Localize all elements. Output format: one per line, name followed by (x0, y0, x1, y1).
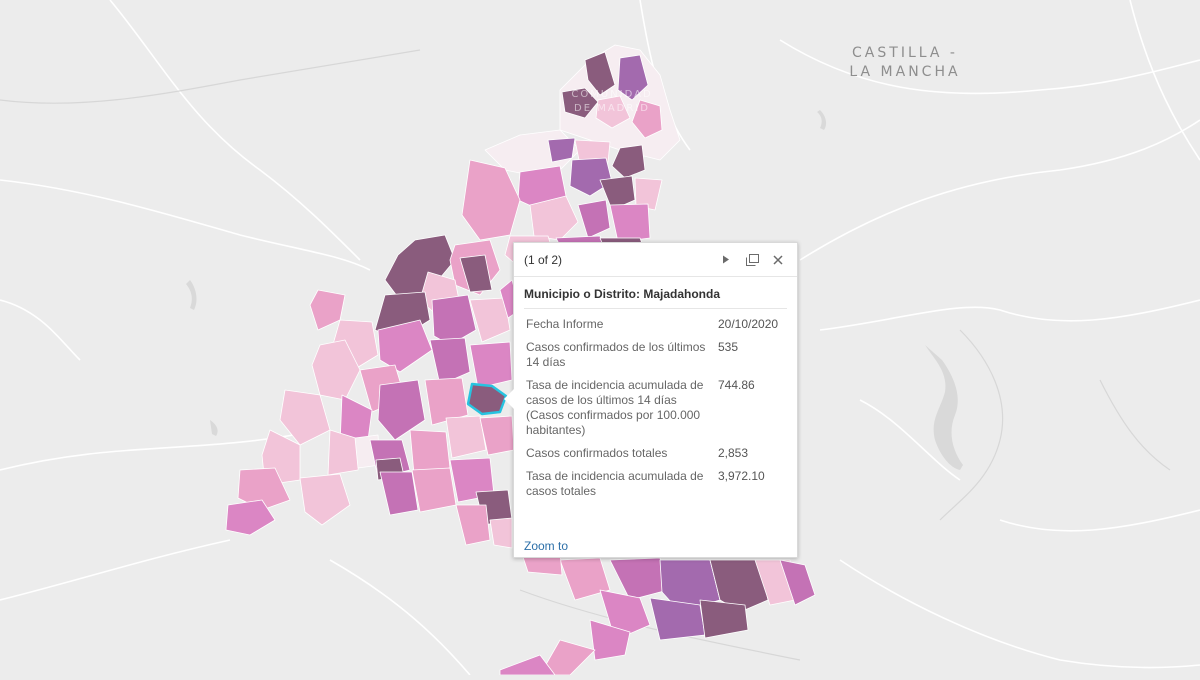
attribute-label: Tasa de incidencia acumulada de casos de… (526, 378, 704, 437)
attribute-row: Fecha Informe 20/10/2020 (524, 315, 787, 338)
popup-title: Municipio o Distrito: Majadahonda (524, 287, 787, 309)
selected-municipality (466, 382, 508, 416)
popup-pointer (504, 389, 514, 409)
attribute-value: 2,853 (718, 446, 749, 460)
feature-popup: (1 of 2) Municipio o Distrito: Majadahon… (504, 242, 798, 558)
region-label: CASTILLA - LA MANCHA (830, 44, 980, 82)
attribute-value: 3,972.10 (718, 469, 765, 483)
attribute-label: Casos confirmados totales (526, 446, 668, 460)
attribute-row: Tasa de incidencia acumulada de casos to… (524, 467, 787, 505)
attribute-label: Fecha Informe (526, 317, 604, 331)
attribute-row: Casos confirmados de los últimos 14 días… (524, 338, 787, 376)
play-icon[interactable] (717, 251, 735, 269)
region-label-line-1: CASTILLA - (852, 45, 958, 61)
municipality-polygons[interactable] (225, 44, 816, 676)
attribute-value: 744.86 (718, 378, 755, 392)
feature-count: (1 of 2) (524, 252, 563, 267)
basemap-borders (0, 49, 1171, 661)
watermark-line-1: COMUNIDAD (571, 89, 653, 100)
water-bodies (186, 110, 963, 470)
attribute-table: Fecha Informe 20/10/2020 Casos confirmad… (524, 315, 787, 505)
popup-header: (1 of 2) (514, 243, 797, 277)
dock-icon[interactable] (743, 251, 761, 269)
attribute-row: Tasa de incidencia acumulada de casos de… (524, 376, 787, 444)
attribute-label: Casos confirmados de los últimos 14 días (526, 340, 706, 369)
region-watermark: COMUNIDAD DE MADRID (552, 88, 672, 116)
region-label-line-2: LA MANCHA (849, 64, 961, 80)
close-icon[interactable] (769, 251, 787, 269)
attribute-row: Casos confirmados totales 2,853 (524, 444, 787, 467)
popup-body: Municipio o Distrito: Majadahonda Fecha … (514, 277, 797, 505)
attribute-label: Tasa de incidencia acumulada de casos to… (526, 469, 704, 498)
watermark-line-2: DE MADRID (574, 103, 650, 114)
zoom-to-link[interactable]: Zoom to (524, 539, 569, 553)
attribute-value: 535 (718, 340, 739, 354)
attribute-value: 20/10/2020 (718, 317, 779, 331)
